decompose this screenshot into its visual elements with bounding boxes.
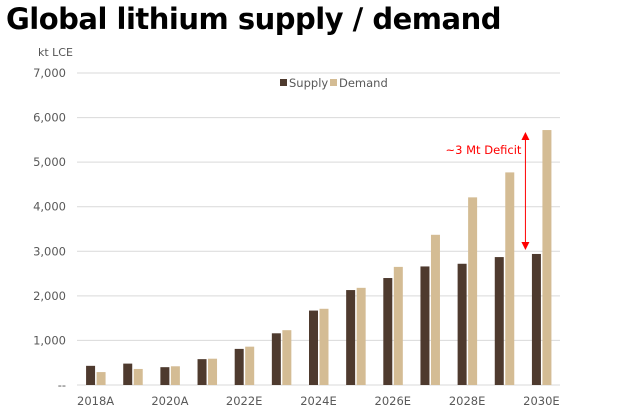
legend-label-supply: Supply [289,76,328,90]
x-tick-label: 2026E [375,394,412,408]
bar-supply-2029E [494,257,504,385]
bar-supply-2018A [86,365,96,385]
y-tick-label: 7,000 [33,66,66,80]
bar-supply-2020A [160,367,170,385]
x-tick-label: 2030E [523,394,560,408]
x-tick-label: 2020A [151,394,188,408]
bar-demand-2023E [282,330,292,385]
x-tick-label: 2028E [449,394,486,408]
x-tick-label: 2022E [226,394,263,408]
bar-demand-2021E [208,358,218,385]
bar-supply-2021E [197,359,207,385]
x-tick-label: 2024E [300,394,337,408]
bar-supply-2019A [123,363,133,385]
y-tick-label: 6,000 [33,111,66,125]
y-tick-label: 5,000 [33,155,66,169]
y-axis-label: kt LCE [38,46,73,59]
y-tick-label: 1,000 [33,333,66,347]
arrow-up-icon [521,132,530,141]
bar-supply-2027E [420,266,430,385]
bar-demand-2029E [505,172,515,385]
arrow-down-icon [521,241,530,250]
bar-supply-2022E [234,348,244,385]
y-tick-label: 4,000 [33,200,66,214]
bar-demand-2026E [393,266,403,385]
bar-demand-2022E [245,346,255,385]
bar-supply-2030E [531,253,541,385]
bar-demand-2018A [96,372,106,385]
y-tick-label: 2,000 [33,289,66,303]
bar-demand-2024E [319,308,329,385]
legend-label-demand: Demand [339,76,388,90]
bar-demand-2028E [468,197,478,385]
bar-demand-2019A [133,368,143,385]
y-tick-label: 3,000 [33,244,66,258]
bar-supply-2023E [271,333,281,385]
deficit-annotation: ~3 Mt Deficit [446,143,522,157]
chart-title: Global lithium supply / demand [6,2,502,36]
bar-supply-2024E [309,310,318,385]
bar-demand-2030E [542,130,552,385]
y-tick-label: -- [58,378,66,392]
x-tick-label: 2018A [77,394,114,408]
bar-supply-2026E [383,278,393,385]
bar-demand-2020A [170,366,180,385]
legend-swatch-demand [330,79,337,86]
bar-supply-2028E [457,263,467,385]
bar-supply-2025E [346,290,356,385]
bar-demand-2025E [356,287,366,385]
legend-swatch-supply [280,79,287,86]
bar-demand-2027E [430,234,440,385]
